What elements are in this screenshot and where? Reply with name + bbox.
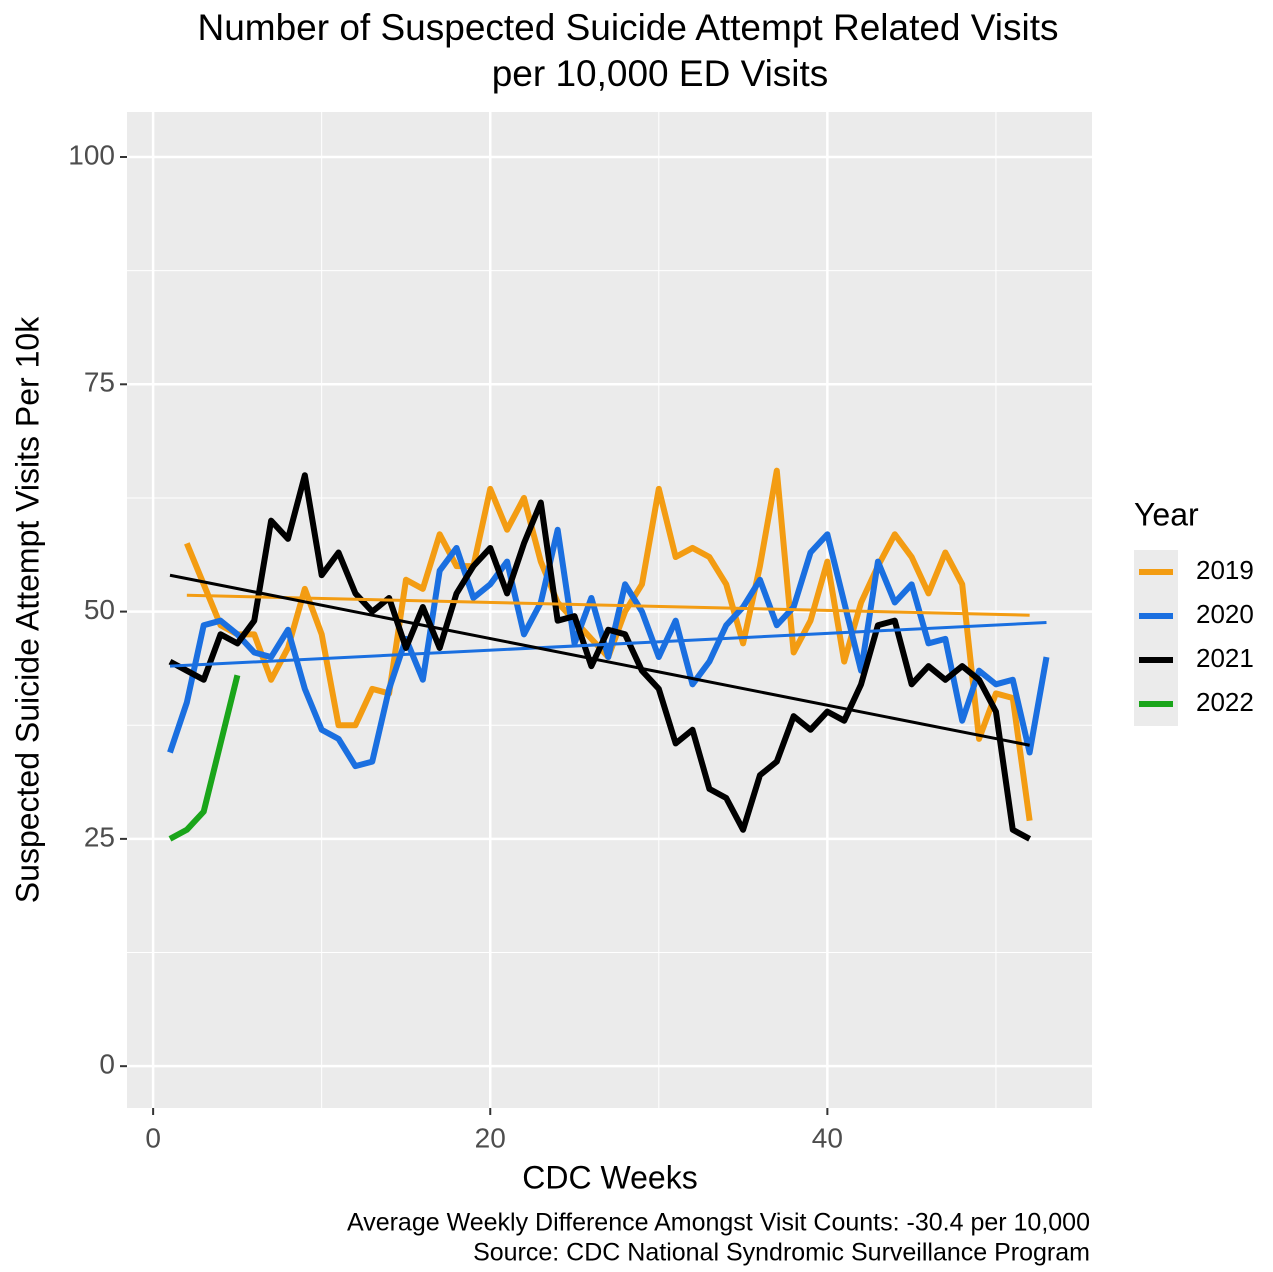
line bbox=[168, 674, 241, 842]
chart-title: per 10,000 ED Visits bbox=[492, 53, 829, 94]
plot-area bbox=[127, 112, 1092, 1108]
trend-line bbox=[169, 573, 1030, 747]
line bbox=[168, 472, 1032, 842]
legend-label: 2019 bbox=[1196, 555, 1254, 585]
legend-label: 2022 bbox=[1196, 687, 1254, 717]
caption: Average Weekly Difference Amongst Visit … bbox=[347, 1209, 1090, 1237]
line bbox=[167, 526, 1050, 770]
x-axis-title: CDC Weeks bbox=[522, 1159, 697, 1195]
legend-key-background bbox=[1134, 550, 1178, 726]
legend-label: 2021 bbox=[1196, 643, 1254, 673]
y-axis-title: Suspected Suicide Attempt Visits Per 10k bbox=[9, 316, 45, 903]
trend-line bbox=[186, 593, 1030, 617]
y-tick-label: 100 bbox=[68, 139, 115, 170]
y-tick-label: 25 bbox=[84, 821, 115, 852]
caption: Source: CDC National Syndromic Surveilla… bbox=[473, 1239, 1090, 1267]
y-tick-label: 50 bbox=[84, 594, 115, 625]
trend-line bbox=[169, 621, 1047, 668]
x-tick-label: 0 bbox=[145, 1122, 161, 1153]
x-tick-label: 20 bbox=[475, 1122, 506, 1153]
chart-title: Number of Suspected Suicide Attempt Rela… bbox=[197, 7, 1058, 48]
x-tick-label: 40 bbox=[812, 1122, 843, 1153]
legend-label: 2020 bbox=[1196, 599, 1254, 629]
plot-background bbox=[127, 112, 1092, 1108]
legend-title: Year bbox=[1134, 496, 1199, 532]
y-tick-label: 0 bbox=[99, 1049, 115, 1080]
y-tick-label: 75 bbox=[84, 367, 115, 398]
